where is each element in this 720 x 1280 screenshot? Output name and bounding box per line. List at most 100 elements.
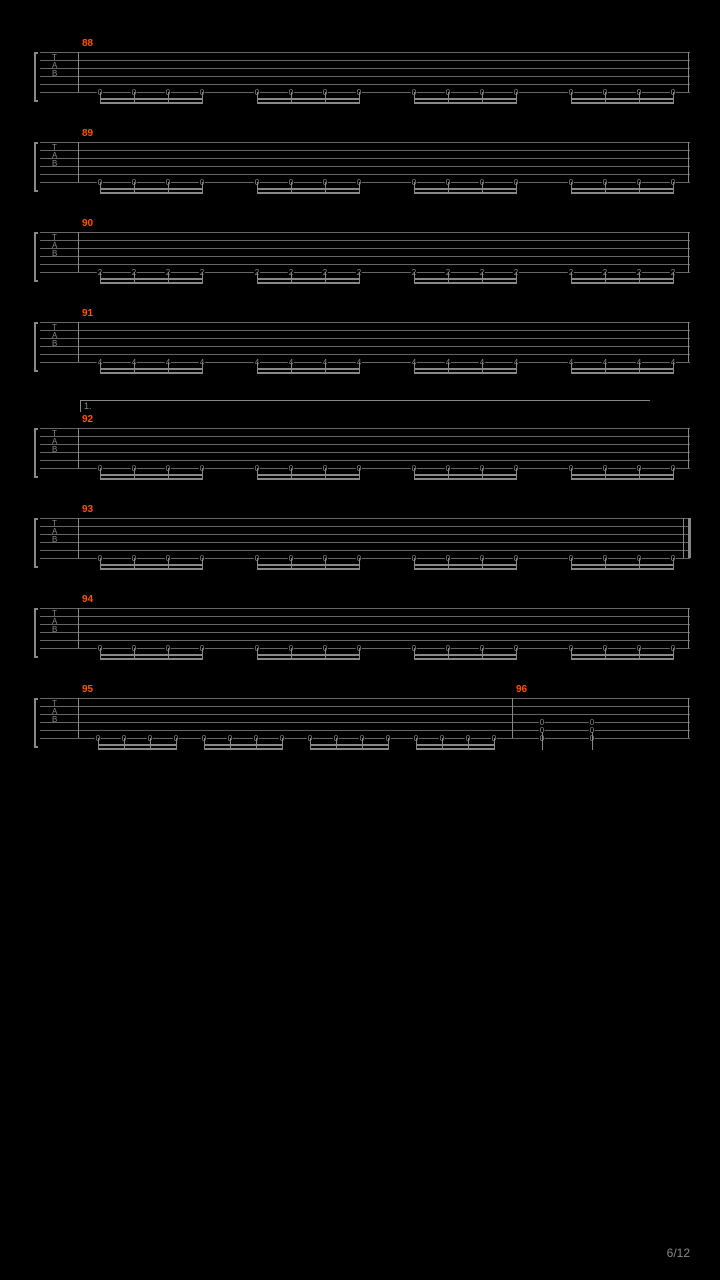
beam bbox=[571, 98, 674, 100]
beam bbox=[571, 658, 674, 660]
beam bbox=[571, 282, 674, 284]
tab-staff: TAB930000000000000000 bbox=[40, 506, 690, 556]
staff-bracket bbox=[34, 52, 38, 102]
barline bbox=[78, 698, 79, 738]
volta-number: 1. bbox=[84, 401, 92, 411]
barline bbox=[688, 142, 689, 182]
string-line bbox=[40, 542, 690, 543]
string-line bbox=[40, 518, 690, 519]
string-line bbox=[40, 640, 690, 641]
string-line bbox=[40, 460, 690, 461]
beam-group bbox=[40, 646, 690, 660]
beam bbox=[571, 102, 674, 104]
tab-staff: TAB914444444444444444 bbox=[40, 310, 690, 360]
staff-bracket bbox=[34, 142, 38, 192]
string-line bbox=[40, 698, 690, 699]
beam bbox=[571, 654, 674, 656]
beam-group bbox=[40, 556, 690, 570]
measure-block: TAB880000000000000000 bbox=[30, 40, 690, 90]
string-line bbox=[40, 608, 690, 609]
beam bbox=[571, 368, 674, 370]
measure-number: 88 bbox=[82, 38, 93, 49]
barline bbox=[688, 232, 689, 272]
barline bbox=[683, 518, 684, 558]
string-line bbox=[40, 322, 690, 323]
tab-clef: TAB bbox=[52, 610, 57, 634]
measure-number: 94 bbox=[82, 594, 93, 605]
staff-bracket bbox=[34, 322, 38, 372]
string-line bbox=[40, 452, 690, 453]
measure-block: TAB930000000000000000 bbox=[30, 506, 690, 556]
page-number: 6/12 bbox=[667, 1246, 690, 1260]
staff-bracket bbox=[34, 608, 38, 658]
barline bbox=[688, 322, 689, 362]
string-line bbox=[40, 264, 690, 265]
beam bbox=[571, 188, 674, 190]
measure-number: 93 bbox=[82, 504, 93, 515]
string-line bbox=[40, 256, 690, 257]
string-line bbox=[40, 52, 690, 53]
beam bbox=[571, 478, 674, 480]
tab-staff: TAB890000000000000000 bbox=[40, 130, 690, 180]
barline bbox=[688, 518, 691, 558]
barline bbox=[78, 142, 79, 182]
staff-bracket bbox=[34, 518, 38, 568]
string-line bbox=[40, 68, 690, 69]
string-line bbox=[40, 330, 690, 331]
measure-number: 96 bbox=[516, 684, 527, 695]
staff-bracket bbox=[34, 428, 38, 478]
volta-line bbox=[80, 400, 650, 412]
string-line bbox=[40, 166, 690, 167]
string-line bbox=[40, 624, 690, 625]
volta-bracket: 1. bbox=[40, 400, 690, 414]
tab-clef: TAB bbox=[52, 54, 57, 78]
string-line bbox=[40, 248, 690, 249]
string-line bbox=[40, 142, 690, 143]
string-line bbox=[40, 550, 690, 551]
measure-number: 91 bbox=[82, 308, 93, 319]
beam-group bbox=[40, 360, 690, 374]
barline bbox=[78, 608, 79, 648]
barline bbox=[512, 698, 513, 738]
measure-number: 95 bbox=[82, 684, 93, 695]
string-line bbox=[40, 158, 690, 159]
string-line bbox=[40, 232, 690, 233]
string-line bbox=[40, 436, 690, 437]
measure-number: 92 bbox=[82, 414, 93, 425]
beam bbox=[571, 564, 674, 566]
barline bbox=[688, 52, 689, 92]
string-line bbox=[40, 60, 690, 61]
barline bbox=[688, 428, 689, 468]
barline bbox=[78, 518, 79, 558]
beam-group bbox=[40, 180, 690, 194]
measure-number: 90 bbox=[82, 218, 93, 229]
staff-bracket bbox=[34, 698, 38, 748]
staff-container: TAB880000000000000000TAB8900000000000000… bbox=[30, 40, 690, 736]
string-line bbox=[40, 346, 690, 347]
measure-block: TAB95000000000000000096000000 bbox=[30, 686, 690, 736]
measure-block: TAB914444444444444444 bbox=[30, 310, 690, 360]
string-line bbox=[40, 150, 690, 151]
barline bbox=[688, 698, 689, 738]
tab-staff: TAB95000000000000000096000000 bbox=[40, 686, 690, 736]
measure-block: TAB940000000000000000 bbox=[30, 596, 690, 646]
tab-staff: TAB940000000000000000 bbox=[40, 596, 690, 646]
measure-number: 89 bbox=[82, 128, 93, 139]
beam bbox=[571, 372, 674, 374]
beam bbox=[571, 474, 674, 476]
string-line bbox=[40, 526, 690, 527]
barline bbox=[78, 428, 79, 468]
barline bbox=[78, 232, 79, 272]
tab-clef: TAB bbox=[52, 324, 57, 348]
string-line bbox=[40, 240, 690, 241]
string-line bbox=[40, 354, 690, 355]
beam-group bbox=[40, 90, 690, 104]
tab-clef: TAB bbox=[52, 520, 57, 544]
barline bbox=[78, 52, 79, 92]
beam-group bbox=[40, 466, 690, 480]
beam bbox=[571, 568, 674, 570]
string-line bbox=[40, 616, 690, 617]
string-line bbox=[40, 534, 690, 535]
string-line bbox=[40, 714, 690, 715]
tab-staff: TAB880000000000000000 bbox=[40, 40, 690, 90]
